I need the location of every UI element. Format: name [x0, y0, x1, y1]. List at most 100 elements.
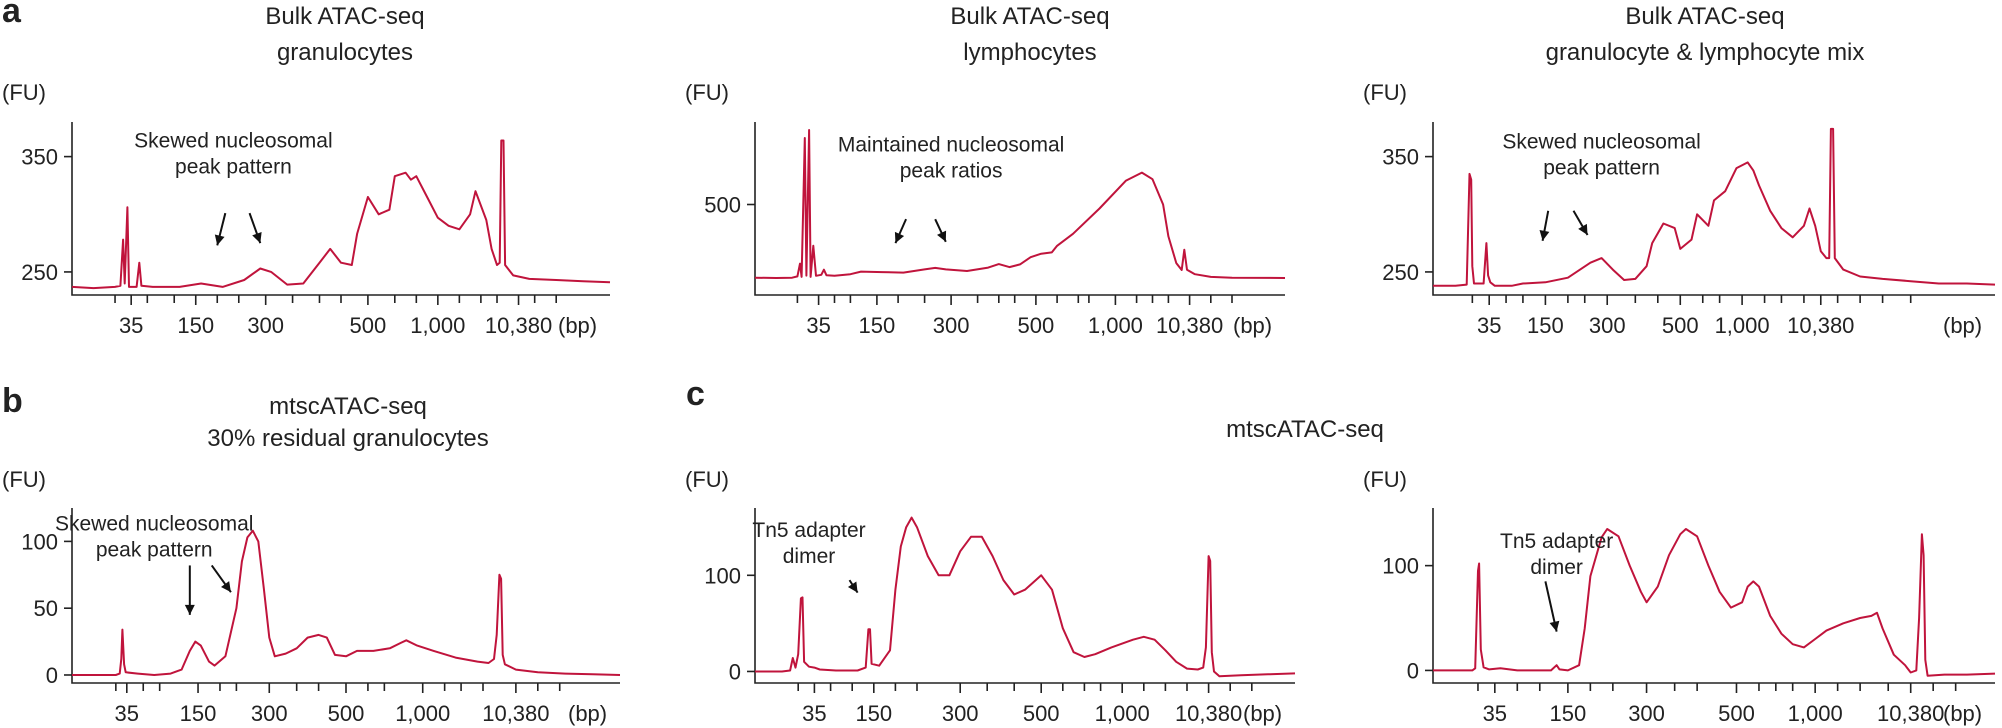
x-tick-label: 300: [247, 313, 284, 338]
chart-panel-2: Bulk ATAC-seq lymphocytes (FU) (bp) 500 35 150…: [685, 3, 1286, 338]
annotation-arrowhead: [214, 234, 225, 246]
x-tick-label: 10,380: [482, 701, 549, 726]
x-tick-label: 500: [328, 701, 365, 726]
annotation-text: dimer: [783, 545, 836, 568]
series-trace: [754, 129, 1286, 279]
x-tick-label: 1,000: [395, 701, 450, 726]
axis-lines: [71, 508, 620, 684]
annotation-arrowhead: [894, 231, 905, 244]
y-tick-label: 0: [729, 659, 741, 684]
series-trace: [72, 529, 621, 676]
chart-title-line: Bulk ATAC-seq: [1625, 3, 1784, 30]
annotation-arrowhead: [1539, 230, 1550, 241]
annotation-text: peak pattern: [96, 539, 213, 562]
x-tick-label: 1,000: [1715, 313, 1770, 338]
y-tick-label: 0: [46, 663, 58, 688]
x-tick-label: 300: [1589, 313, 1626, 338]
annotation-arrowhead: [1549, 620, 1560, 632]
x-axis-unit: (bp): [1233, 313, 1272, 338]
annotation-text: Tn5 adapter: [1500, 530, 1613, 553]
y-axis-unit: (FU): [685, 80, 729, 105]
x-tick-label: 35: [115, 701, 139, 726]
x-tick-label: 10,380: [485, 313, 552, 338]
axis-lines: [754, 122, 1285, 296]
axis-lines: [1432, 122, 1995, 296]
annotation-arrowhead: [1578, 223, 1588, 236]
y-axis-unit: (FU): [2, 467, 46, 492]
annotation-arrowhead: [847, 581, 858, 593]
y-tick-label: 500: [704, 193, 741, 218]
y-tick-label: 100: [704, 563, 741, 588]
chart-title-line: granulocytes: [277, 39, 413, 66]
axis-lines: [71, 122, 610, 296]
series-trace: [71, 139, 611, 290]
x-tick-label: 150: [1527, 313, 1564, 338]
x-axis-unit: (bp): [1943, 701, 1982, 726]
x-tick-label: 300: [251, 701, 288, 726]
x-tick-label: 300: [1628, 701, 1665, 726]
y-axis-unit: (FU): [1363, 80, 1407, 105]
x-tick-label: 150: [180, 701, 217, 726]
y-tick-label: 250: [1382, 260, 1419, 285]
y-tick-label: 350: [1382, 145, 1419, 170]
x-tick-label: 10,380: [1787, 313, 1854, 338]
chart-panel-5: (FU) (bp) 0 100 35 150 300 500 1,000 10,380 Tn5 ad…: [685, 467, 1296, 726]
chart-title-line: lymphocytes: [963, 39, 1096, 66]
x-tick-label: 10,380: [1175, 701, 1242, 726]
chart-title-line: mtscATAC-seq: [269, 393, 427, 420]
x-tick-label: 10,380: [1877, 701, 1944, 726]
x-axis-unit: (bp): [1243, 701, 1282, 726]
panel-letter-c: c: [686, 375, 705, 413]
x-tick-label: 35: [1477, 313, 1501, 338]
x-tick-label: 150: [177, 313, 214, 338]
axis-lines: [754, 508, 1295, 684]
annotation-arrowhead: [184, 604, 195, 615]
annotation-arrowhead: [252, 231, 262, 244]
y-tick-label: 250: [21, 260, 58, 285]
chart-panel-6: (FU) (bp) 0 100 35 150 300 500 1,000 10,380 Tn5 ad…: [1363, 467, 1996, 726]
y-axis-unit: (FU): [1363, 467, 1407, 492]
panel-letter-a: a: [2, 0, 22, 30]
y-tick-label: 100: [1382, 554, 1419, 579]
x-tick-label: 150: [855, 701, 892, 726]
chart-panel-4: mtscATAC-seq 30% residual granulocytes (FU…: [2, 393, 621, 726]
x-axis-unit: (bp): [568, 701, 607, 726]
x-tick-label: 150: [1550, 701, 1587, 726]
chart-title-line: 30% residual granulocytes: [207, 425, 489, 452]
x-tick-label: 35: [802, 701, 826, 726]
chart-panel-1: Bulk ATAC-seq granulocytes (FU) (bp) 250 350 3…: [2, 3, 611, 338]
annotation-text: peak pattern: [1543, 157, 1660, 180]
x-tick-label: 35: [806, 313, 830, 338]
y-tick-label: 0: [1407, 658, 1419, 683]
annotation-text: Skewed nucleosomal: [1502, 131, 1700, 154]
annotation-arrowhead: [937, 230, 947, 242]
series-trace: [755, 516, 1296, 678]
x-tick-label: 1,000: [1088, 313, 1143, 338]
chart-panel-3: Bulk ATAC-seq granulocyte & lymphocyte mi…: [1363, 3, 1996, 338]
x-tick-label: 1,000: [1095, 701, 1150, 726]
x-tick-label: 300: [933, 313, 970, 338]
x-tick-label: 500: [1023, 701, 1060, 726]
x-tick-label: 35: [1483, 701, 1507, 726]
x-axis-unit: (bp): [1943, 313, 1982, 338]
x-tick-label: 10,380: [1156, 313, 1223, 338]
y-tick-label: 350: [21, 145, 58, 170]
x-tick-label: 1,000: [1788, 701, 1843, 726]
y-axis-unit: (FU): [2, 80, 46, 105]
x-axis-unit: (bp): [558, 313, 597, 338]
annotation-arrowhead: [221, 581, 231, 593]
x-tick-label: 300: [942, 701, 979, 726]
series-trace: [1433, 528, 1996, 677]
y-axis-unit: (FU): [685, 467, 729, 492]
x-tick-label: 35: [119, 313, 143, 338]
x-tick-label: 500: [1018, 313, 1055, 338]
x-tick-label: 500: [1662, 313, 1699, 338]
chart-title-line: Bulk ATAC-seq: [950, 3, 1109, 30]
chart-title-line: Bulk ATAC-seq: [265, 3, 424, 30]
annotation-text: Tn5 adapter: [752, 519, 865, 542]
x-tick-label: 1,000: [410, 313, 465, 338]
panel-c-title: mtscATAC-seq: [1226, 416, 1384, 443]
chart-title-line: granulocyte & lymphocyte mix: [1546, 39, 1865, 66]
annotation-text: peak pattern: [175, 155, 292, 178]
